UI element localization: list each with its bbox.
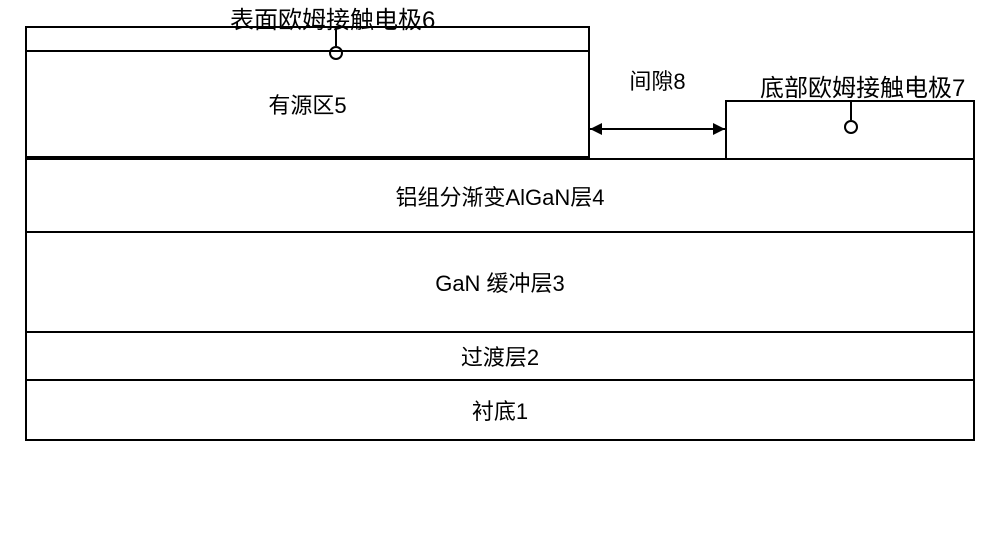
transition-layer: 过渡层2 bbox=[25, 333, 975, 381]
gap-double-arrow-icon bbox=[590, 128, 725, 130]
substrate-layer: 衬底1 bbox=[25, 381, 975, 441]
substrate-label: 衬底1 bbox=[472, 394, 528, 426]
bottom-electrode-layer bbox=[725, 100, 975, 158]
transition-label: 过渡层2 bbox=[461, 340, 539, 372]
layer-diagram: 表面欧姆接触电极6 底部欧姆接触电极7 有源区5 间隙8 铝组分渐变AlGaN层… bbox=[25, 50, 975, 441]
gap-label: 间隙8 bbox=[590, 64, 725, 96]
top-row: 有源区5 间隙8 bbox=[25, 50, 975, 158]
active-region-layer: 有源区5 bbox=[25, 50, 590, 158]
algan-layer: 铝组分渐变AlGaN层4 bbox=[25, 158, 975, 233]
surface-electrode-layer bbox=[25, 26, 590, 50]
gan-buffer-layer: GaN 缓冲层3 bbox=[25, 233, 975, 333]
active-region-label: 有源区5 bbox=[268, 88, 346, 120]
gap-region bbox=[590, 100, 725, 158]
algan-label: 铝组分渐变AlGaN层4 bbox=[395, 180, 604, 212]
gan-buffer-label: GaN 缓冲层3 bbox=[435, 266, 565, 298]
